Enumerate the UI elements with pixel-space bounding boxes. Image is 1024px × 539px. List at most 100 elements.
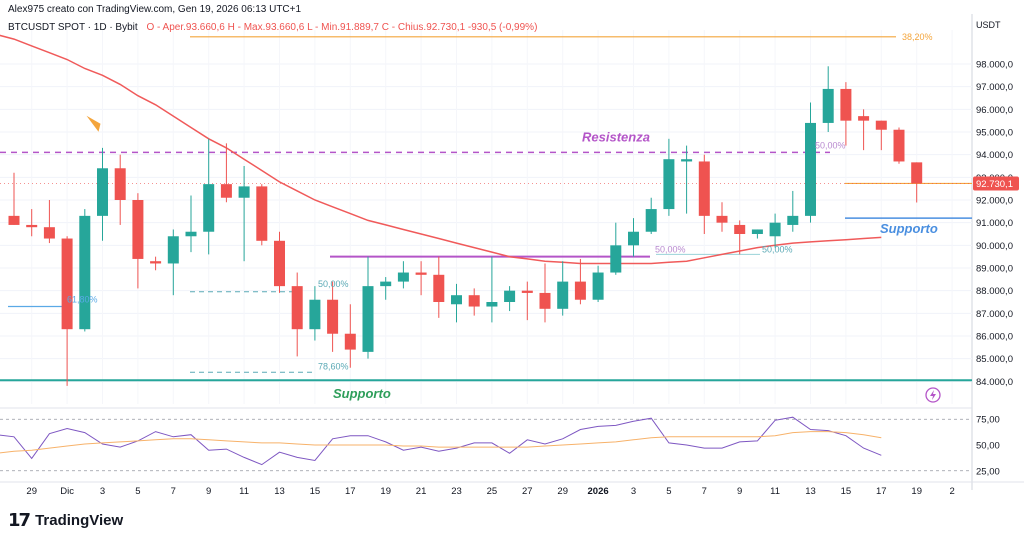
candle-body: [61, 238, 73, 330]
candle-body: [238, 186, 250, 198]
candle-body: [486, 302, 498, 307]
x-tick-label: 21: [416, 486, 427, 497]
overlay-icons: [925, 387, 941, 403]
candle-body: [43, 227, 55, 239]
candle-body: [539, 292, 551, 309]
x-tick-label: 19: [380, 486, 391, 497]
last-price-badge: [973, 176, 1019, 191]
x-tick-label: 29: [26, 486, 37, 497]
x-tick-label: 2026: [588, 486, 609, 497]
candles: [8, 66, 923, 386]
lightning-icon: [925, 387, 941, 403]
candle-body: [663, 159, 675, 210]
time-axis[interactable]: 29 Dic 3 5 7 9 11 13 15 17 19 21 23 25 27 29 2026 3 5 7 9 11 1…: [26, 486, 954, 497]
rsi-tick-label: 50,00: [976, 441, 1000, 452]
candle-body: [610, 245, 622, 273]
candle-body: [716, 215, 728, 223]
candle-body: [79, 215, 91, 330]
currency-label: USDT: [976, 20, 1001, 30]
x-tick-label: 29: [557, 486, 568, 497]
y-tick-label: 98.000,0: [976, 60, 1013, 71]
creator-line: Alex975 creato con TradingView.com, Gen …: [8, 4, 302, 15]
support-label: Supporto: [333, 386, 391, 401]
rsi-tick-label: 25,00: [976, 466, 1000, 477]
fib-label: 50,00%: [318, 279, 349, 289]
y-tick-label: 97.000,0: [976, 82, 1013, 93]
symbol-info[interactable]: BTCUSDT SPOT · 1D · Bybit O - Aper.93.66…: [8, 22, 537, 33]
candle-body: [291, 286, 303, 330]
x-tick-label: 23: [451, 486, 462, 497]
candle-body: [734, 224, 746, 234]
resistance-label: Resistenza: [582, 129, 650, 144]
y-tick-label: 95.000,0: [976, 128, 1013, 139]
candle-body: [521, 290, 533, 293]
price-axis[interactable]: USDT 84.000,0 85.000,0 86.000,0 87.000,0 88.0…: [973, 20, 1019, 477]
y-tick-label: 85.000,0: [976, 354, 1013, 365]
candle-body: [433, 274, 445, 302]
candle-body: [203, 184, 215, 232]
fib-label: 38,20%: [902, 32, 933, 42]
x-tick-label: 7: [171, 486, 176, 497]
candle-body: [397, 272, 409, 282]
candle-body: [220, 184, 232, 198]
fib-label: 50,00%: [815, 141, 846, 151]
rsi-panel: [0, 416, 972, 472]
candle-body: [557, 281, 569, 309]
x-tick-label: Dic: [60, 486, 74, 497]
grid: [0, 14, 1024, 490]
candle-body: [380, 281, 392, 287]
lightning-icon-glyph: [930, 390, 936, 400]
y-tick-label: 96.000,0: [976, 105, 1013, 116]
candle-body: [858, 116, 870, 121]
y-tick-label: 94.000,0: [976, 150, 1013, 161]
moving-average-line: [0, 34, 882, 265]
support-label-short: Supporto: [880, 221, 938, 236]
x-tick-label: 7: [702, 486, 707, 497]
y-tick-label: 92.000,0: [976, 196, 1013, 207]
candle-body: [256, 186, 268, 241]
x-tick-label: 17: [345, 486, 356, 497]
candle-body: [769, 222, 781, 237]
symbol-name[interactable]: BTCUSDT SPOT · 1D · Bybit: [8, 22, 138, 33]
x-tick-label: 13: [805, 486, 816, 497]
candle-body: [114, 168, 126, 200]
fib-label: 78,60%: [318, 361, 349, 371]
arrow-marker-icon: [86, 115, 101, 132]
candle-body: [132, 200, 144, 259]
candle-body: [787, 215, 799, 225]
y-tick-label: 91.000,0: [976, 218, 1013, 229]
last-price-label: 92.730,1: [976, 179, 1013, 190]
candle-body: [309, 299, 321, 330]
candle-body: [344, 333, 356, 350]
brand-name: TradingView: [35, 512, 124, 529]
candle-body: [574, 281, 586, 300]
x-tick-label: 9: [206, 486, 211, 497]
x-tick-label: 11: [239, 486, 249, 497]
candle-body: [26, 224, 38, 228]
candle-body: [911, 162, 923, 184]
candle-body: [327, 299, 339, 334]
candle-body: [362, 286, 374, 352]
x-tick-label: 15: [841, 486, 852, 497]
rsi-ma-line: [0, 431, 882, 454]
candle-body: [628, 231, 639, 246]
x-tick-label: 25: [487, 486, 498, 497]
candle-body: [751, 229, 763, 234]
candle-body: [805, 122, 816, 216]
y-tick-label: 88.000,0: [976, 286, 1013, 297]
candle-body: [893, 129, 905, 162]
x-tick-label: 5: [666, 486, 671, 497]
candle-body: [822, 88, 834, 123]
candle-body: [451, 295, 462, 305]
annotation-lines: [0, 36, 972, 382]
fib-label: 61,80%: [67, 295, 98, 305]
x-tick-label: 27: [522, 486, 533, 497]
candle-body: [8, 215, 20, 225]
fib-label: 50,00%: [762, 244, 793, 254]
candle-body: [840, 88, 852, 121]
x-tick-label: 5: [135, 486, 140, 497]
y-tick-label: 86.000,0: [976, 332, 1013, 343]
candle-body: [167, 236, 179, 264]
rsi-tick-label: 75,00: [976, 415, 1000, 426]
